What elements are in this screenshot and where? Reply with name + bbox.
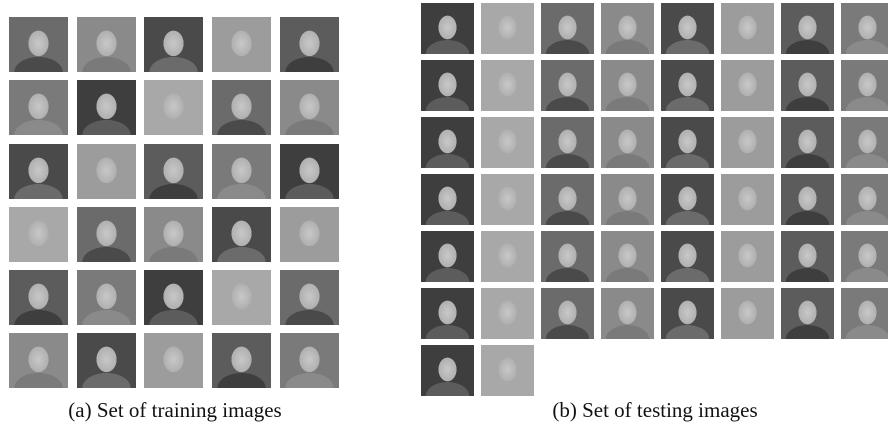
face-photo (781, 117, 834, 168)
face-photo (661, 117, 714, 168)
face-photo (481, 174, 534, 225)
face-photo (661, 231, 714, 282)
face-photo (781, 231, 834, 282)
face-photo (421, 174, 474, 225)
face-photo (144, 270, 203, 325)
figure: (a) Set of training images (b) Set of te… (0, 0, 888, 426)
face-photo (77, 80, 136, 135)
face-photo (212, 270, 271, 325)
face-photo (481, 3, 534, 54)
face-photo (144, 144, 203, 199)
face-photo (9, 207, 68, 262)
face-photo (9, 80, 68, 135)
face-photo (77, 17, 136, 72)
face-photo (721, 288, 774, 339)
face-photo (601, 288, 654, 339)
face-photo (841, 174, 888, 225)
face-photo (661, 60, 714, 111)
face-photo (144, 17, 203, 72)
face-photo (280, 207, 339, 262)
face-photo (721, 117, 774, 168)
face-photo (601, 117, 654, 168)
face-photo (541, 3, 594, 54)
face-photo (661, 174, 714, 225)
face-photo (541, 174, 594, 225)
face-photo (661, 3, 714, 54)
face-photo (601, 3, 654, 54)
face-photo (212, 207, 271, 262)
face-photo (601, 231, 654, 282)
face-photo (841, 3, 888, 54)
face-photo (541, 117, 594, 168)
face-photo (481, 117, 534, 168)
face-photo (781, 288, 834, 339)
face-photo (721, 174, 774, 225)
face-photo (661, 288, 714, 339)
face-photo (481, 288, 534, 339)
face-photo (77, 333, 136, 388)
face-photo (421, 288, 474, 339)
face-photo (721, 3, 774, 54)
face-photo (541, 288, 594, 339)
face-photo (144, 207, 203, 262)
face-photo (841, 117, 888, 168)
face-photo (841, 288, 888, 339)
face-photo (9, 333, 68, 388)
face-photo (421, 117, 474, 168)
face-photo (77, 144, 136, 199)
face-photo (9, 17, 68, 72)
face-photo (144, 333, 203, 388)
face-photo (601, 60, 654, 111)
face-photo (280, 270, 339, 325)
face-photo (9, 270, 68, 325)
face-photo (841, 60, 888, 111)
face-photo (421, 60, 474, 111)
face-photo (144, 80, 203, 135)
face-photo (77, 270, 136, 325)
face-photo (781, 174, 834, 225)
face-photo (9, 144, 68, 199)
face-photo (541, 60, 594, 111)
face-photo (601, 174, 654, 225)
face-photo (212, 333, 271, 388)
face-photo (781, 60, 834, 111)
face-photo (421, 231, 474, 282)
face-photo (212, 80, 271, 135)
face-photo (77, 207, 136, 262)
face-photo (421, 3, 474, 54)
face-photo (421, 345, 474, 396)
face-photo (280, 333, 339, 388)
face-photo (721, 231, 774, 282)
face-photo (541, 231, 594, 282)
face-photo (841, 231, 888, 282)
face-photo (212, 144, 271, 199)
face-photo (481, 231, 534, 282)
caption: (a) Set of training images (68, 398, 281, 423)
caption: (b) Set of testing images (552, 398, 757, 423)
face-photo (781, 3, 834, 54)
face-photo (481, 345, 534, 396)
face-photo (280, 17, 339, 72)
face-photo (280, 80, 339, 135)
face-photo (280, 144, 339, 199)
face-photo (212, 17, 271, 72)
face-photo (481, 60, 534, 111)
face-photo (721, 60, 774, 111)
